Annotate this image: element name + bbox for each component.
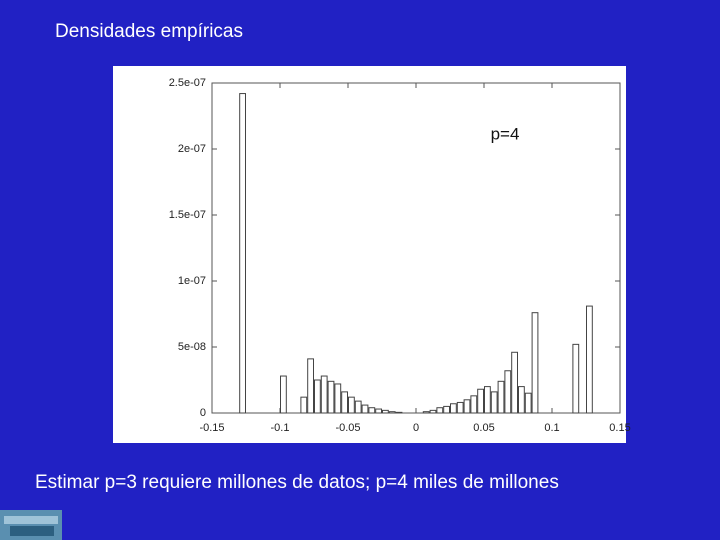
bar bbox=[375, 408, 383, 414]
bar bbox=[586, 305, 593, 414]
bar bbox=[382, 409, 389, 414]
bar bbox=[341, 391, 349, 414]
x-tick-label: 0.05 bbox=[473, 422, 494, 434]
x-tick-label: 0 bbox=[413, 422, 419, 434]
x-tick-label: -0.05 bbox=[335, 422, 360, 434]
bar bbox=[361, 404, 369, 414]
bar bbox=[307, 358, 315, 414]
bar bbox=[484, 386, 491, 414]
bar bbox=[497, 380, 505, 414]
caption: Estimar p=3 requiere millones de datos; … bbox=[35, 472, 559, 493]
y-tick-label: 2.5e-07 bbox=[169, 77, 206, 89]
bar bbox=[477, 388, 485, 414]
bar bbox=[470, 395, 478, 414]
bar bbox=[239, 93, 246, 414]
chart-panel bbox=[113, 66, 626, 443]
y-tick-label: 5e-08 bbox=[178, 341, 206, 353]
bar bbox=[320, 375, 328, 414]
x-tick-label: -0.15 bbox=[199, 422, 224, 434]
bar bbox=[443, 405, 451, 414]
bar bbox=[354, 400, 362, 414]
slide-title: Densidades empíricas bbox=[55, 21, 243, 42]
bar bbox=[314, 379, 321, 414]
bar bbox=[395, 411, 403, 414]
bar bbox=[524, 392, 532, 414]
bar bbox=[300, 396, 308, 414]
x-tick-label: -0.1 bbox=[271, 422, 290, 434]
y-tick-label: 1e-07 bbox=[178, 275, 206, 287]
y-tick-label: 0 bbox=[200, 407, 206, 419]
bar bbox=[334, 383, 342, 414]
bar bbox=[429, 409, 437, 414]
bar bbox=[518, 386, 525, 414]
bar bbox=[327, 380, 335, 414]
annotation: p=4 bbox=[491, 124, 520, 143]
y-tick-label: 2e-07 bbox=[178, 143, 206, 155]
bar bbox=[490, 391, 498, 414]
bar bbox=[348, 396, 355, 414]
bar bbox=[422, 411, 430, 414]
bar bbox=[572, 343, 580, 414]
x-tick-label: 0.15 bbox=[609, 422, 630, 434]
x-tick-label: 0.1 bbox=[544, 422, 559, 434]
bar bbox=[456, 401, 464, 414]
y-tick-label: 1.5e-07 bbox=[169, 209, 206, 221]
bar bbox=[463, 399, 471, 414]
bar bbox=[436, 407, 444, 414]
bar bbox=[280, 375, 287, 414]
bar bbox=[450, 403, 457, 414]
bar bbox=[511, 351, 519, 414]
bar bbox=[388, 411, 396, 414]
bar bbox=[368, 407, 376, 414]
logo bbox=[0, 510, 62, 540]
bar bbox=[531, 312, 539, 414]
bar bbox=[504, 370, 512, 414]
